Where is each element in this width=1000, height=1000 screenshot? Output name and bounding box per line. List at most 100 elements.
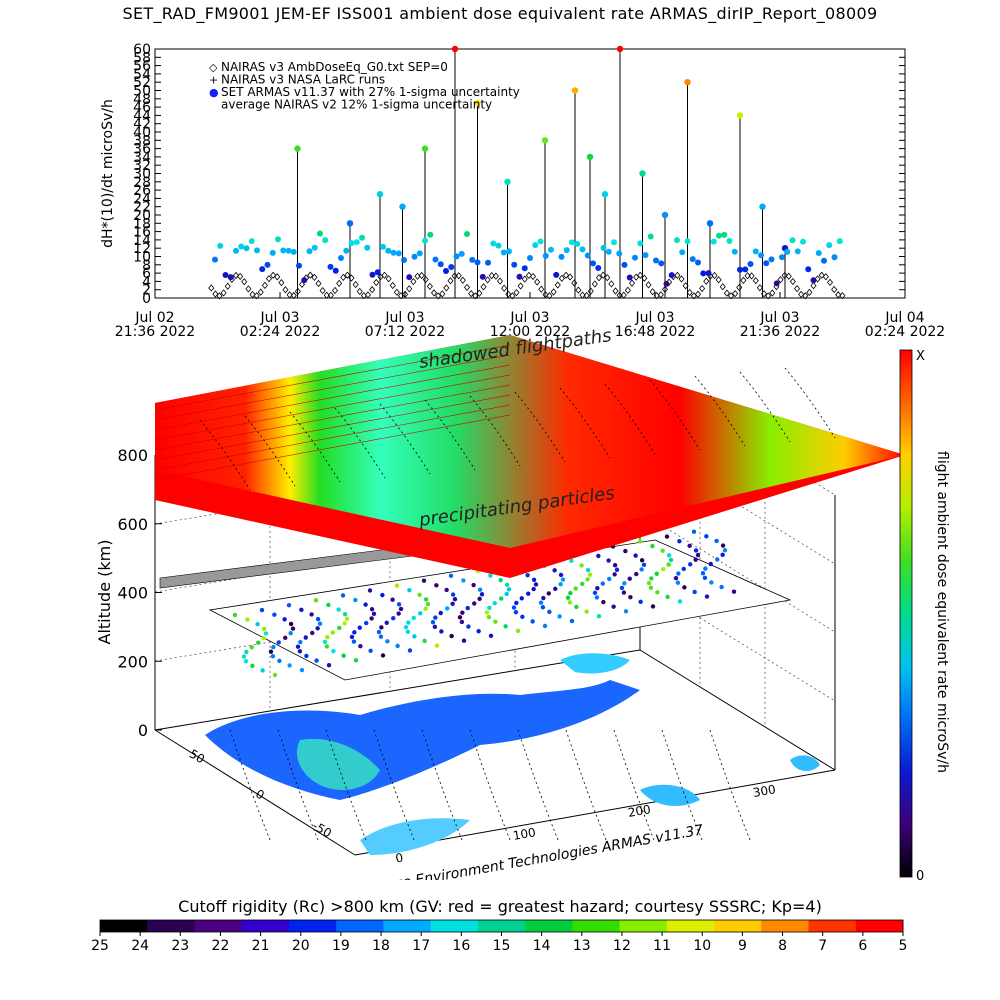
model-point bbox=[505, 290, 512, 298]
model-point bbox=[620, 291, 627, 299]
measured-point bbox=[385, 247, 392, 254]
flight-point bbox=[287, 663, 292, 668]
model-point bbox=[517, 282, 524, 290]
flight-point bbox=[438, 610, 443, 616]
flight-point bbox=[353, 658, 359, 663]
continent-shape bbox=[296, 738, 380, 790]
model-point bbox=[385, 275, 392, 283]
flight-point bbox=[276, 640, 281, 645]
spike-point bbox=[684, 79, 691, 86]
flight-point bbox=[533, 582, 539, 587]
ground-track bbox=[325, 729, 367, 841]
ground-track bbox=[469, 729, 511, 841]
colorbar-segment bbox=[147, 920, 195, 932]
continent-shape bbox=[360, 818, 470, 855]
measured-point bbox=[264, 261, 271, 268]
measured-point bbox=[364, 244, 371, 251]
model-point bbox=[567, 273, 574, 281]
model-point bbox=[232, 271, 240, 280]
continent-shape bbox=[560, 653, 630, 674]
measured-point bbox=[789, 237, 796, 244]
flight-point bbox=[232, 612, 238, 618]
model-point bbox=[575, 286, 582, 294]
flight-point bbox=[611, 604, 616, 609]
flight-point bbox=[703, 566, 708, 571]
flight-point bbox=[574, 604, 579, 610]
model-point bbox=[604, 273, 611, 282]
colorbar-segment bbox=[619, 920, 668, 932]
model-point bbox=[311, 273, 318, 282]
model-point bbox=[579, 291, 586, 299]
model-point bbox=[323, 291, 330, 299]
flight-point bbox=[380, 592, 385, 598]
x-tick-label-time: 02:24 2022 bbox=[240, 324, 320, 340]
flight-point bbox=[452, 596, 458, 602]
model-point bbox=[286, 291, 293, 299]
flight-point bbox=[715, 557, 720, 562]
flight-point bbox=[406, 620, 411, 625]
colorbar-segment bbox=[336, 920, 384, 932]
model-point bbox=[319, 287, 326, 295]
flight-point bbox=[634, 571, 639, 577]
measured-point bbox=[532, 242, 539, 249]
model-point bbox=[831, 285, 838, 294]
flight-point bbox=[425, 601, 431, 607]
colorbar-tick-label: 20 bbox=[292, 938, 310, 954]
measured-point bbox=[332, 267, 339, 274]
flight-point bbox=[660, 548, 665, 553]
colorbar-tick-label: 17 bbox=[412, 938, 430, 954]
measured-point bbox=[233, 247, 239, 254]
flight-point bbox=[243, 658, 249, 664]
flight-point bbox=[271, 644, 276, 650]
measured-point bbox=[800, 238, 806, 245]
spike-point bbox=[601, 191, 609, 198]
flight-point bbox=[407, 648, 413, 653]
flight-point bbox=[324, 644, 330, 649]
model-point bbox=[369, 286, 376, 294]
flight-point bbox=[525, 573, 530, 578]
flight-point bbox=[650, 604, 656, 609]
model-point bbox=[814, 275, 821, 283]
model-point bbox=[839, 292, 846, 300]
model-point bbox=[624, 286, 631, 294]
flight-point bbox=[270, 654, 276, 659]
ground-track bbox=[373, 729, 415, 841]
colorbar-tick-label: 24 bbox=[131, 938, 149, 954]
measured-point bbox=[432, 256, 439, 263]
colorbar-segment bbox=[430, 920, 479, 932]
flight-point bbox=[579, 563, 584, 568]
colorbar-tick-label: 11 bbox=[653, 938, 671, 954]
measured-point bbox=[616, 250, 623, 257]
flight-point bbox=[514, 600, 519, 606]
lon-tick-label: 300 bbox=[752, 782, 777, 800]
spike-point bbox=[571, 87, 579, 94]
flight-point bbox=[601, 599, 606, 605]
flight-point bbox=[612, 572, 617, 577]
model-point bbox=[616, 291, 623, 300]
flight-point bbox=[546, 591, 551, 596]
flight-point bbox=[614, 567, 620, 572]
flight-point bbox=[628, 594, 633, 600]
flight-point bbox=[433, 615, 438, 620]
model-point bbox=[736, 283, 743, 292]
spike-point bbox=[639, 170, 646, 177]
ground-track bbox=[565, 729, 607, 841]
measured-point bbox=[222, 271, 229, 278]
model-point bbox=[777, 275, 784, 284]
model-point bbox=[418, 271, 425, 280]
flight-point bbox=[695, 552, 701, 558]
model-point bbox=[818, 271, 825, 279]
flight-point bbox=[565, 595, 571, 600]
colorbar-tick-label: 21 bbox=[252, 938, 270, 954]
flight-point bbox=[450, 592, 456, 597]
measured-point bbox=[548, 246, 554, 253]
measured-point bbox=[306, 248, 313, 255]
colorbar-bottom-label: 0 bbox=[916, 869, 924, 880]
flight-point bbox=[637, 539, 643, 544]
model-point bbox=[344, 271, 351, 279]
model-point bbox=[352, 280, 359, 289]
flight-point bbox=[277, 658, 282, 664]
measured-point bbox=[826, 242, 833, 249]
slab-top bbox=[155, 335, 905, 548]
